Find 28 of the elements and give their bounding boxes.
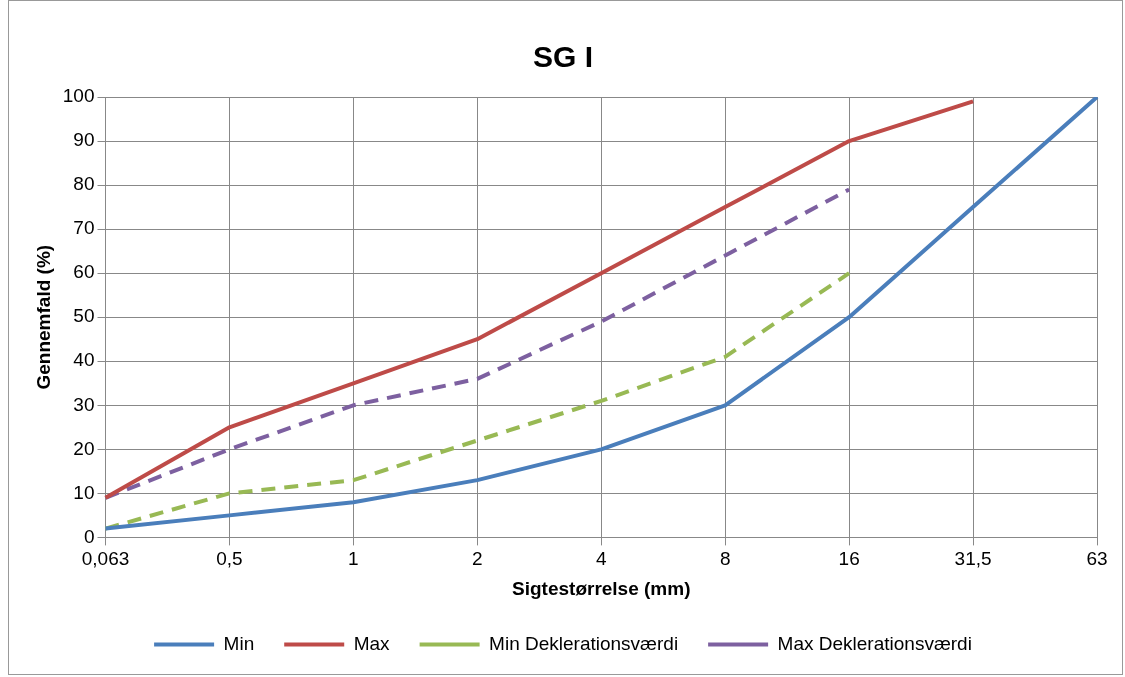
y-tick-label: 40: [73, 349, 95, 371]
y-tick-label: 70: [73, 217, 95, 239]
x-axis-title: Sigtestørrelse (mm): [512, 577, 691, 599]
x-tick-label: 1: [348, 548, 359, 570]
y-tick-label: 30: [73, 393, 95, 415]
x-tick-label: 8: [719, 548, 731, 570]
y-tick-label: 60: [73, 261, 95, 283]
x-tick-label: 2: [472, 548, 483, 570]
y-tick-label: 80: [73, 173, 95, 195]
legend-label: Min Deklerationsværdi: [489, 632, 679, 654]
x-tick-label: 63: [1086, 548, 1108, 570]
chart-title: SG I: [532, 40, 594, 74]
x-tick-label: 31,5: [954, 548, 992, 570]
x-tick-label: 0,063: [81, 548, 130, 570]
y-tick-label: 0: [83, 525, 95, 547]
x-tick-label: 16: [838, 548, 860, 570]
legend-label: Max: [353, 632, 391, 654]
x-tick-label: 4: [595, 548, 607, 570]
y-tick-label: 90: [73, 129, 95, 151]
y-tick-label: 10: [73, 481, 95, 503]
y-tick-label: 20: [73, 437, 95, 459]
y-tick-label: 100: [62, 85, 95, 107]
legend-label: Max Deklerationsværdi: [777, 632, 972, 654]
y-tick-label: 50: [73, 305, 95, 327]
y-axis-title: Gennemfald (%): [32, 244, 54, 390]
legend-label: Min: [223, 632, 255, 654]
x-tick-label: 0,5: [216, 548, 243, 570]
line-series: [103, 187, 852, 500]
